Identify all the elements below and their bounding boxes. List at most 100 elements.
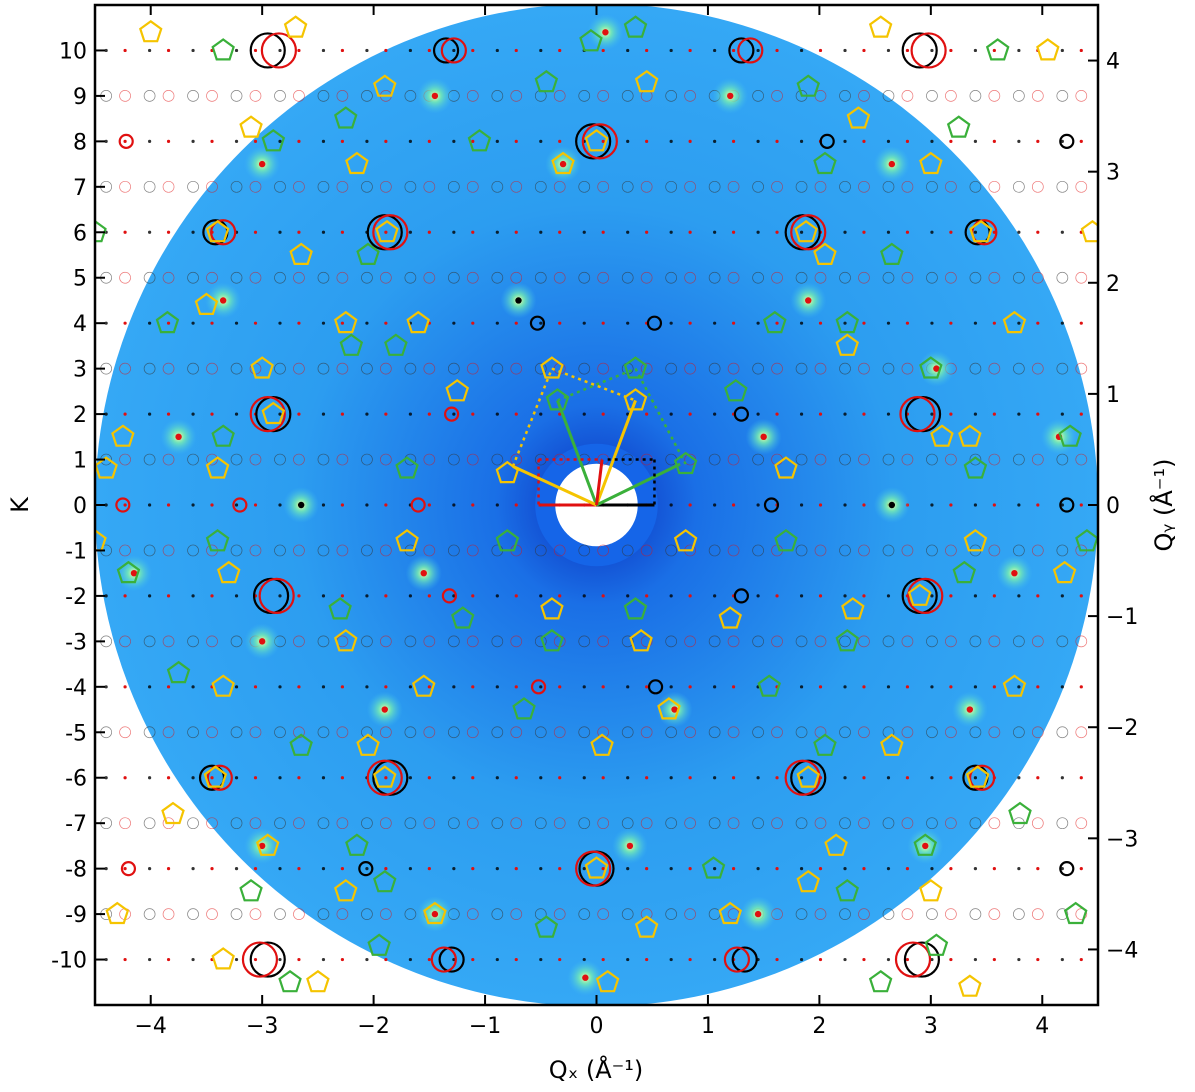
x-tick-label: −3 (246, 1014, 278, 1039)
pentagon-marker (919, 151, 943, 175)
lattice-row-mark (1075, 908, 1088, 920)
lattice-row-mark (317, 180, 330, 193)
lattice-row-mark (384, 957, 388, 962)
lattice-row-mark (1036, 776, 1040, 780)
pentagon-marker (445, 379, 469, 402)
lattice-row-mark (206, 180, 218, 193)
lattice-row-mark (597, 544, 610, 557)
lattice-row-mark (384, 412, 388, 416)
lattice-row-mark (234, 48, 239, 53)
lattice-row-mark (510, 180, 523, 193)
lattice-row-mark (775, 412, 779, 416)
lattice-row-mark (669, 685, 673, 689)
lattice-row-mark (775, 957, 779, 962)
lattice-row-mark (553, 817, 566, 830)
lattice-row-mark (297, 139, 301, 143)
x-axis-title: Qₓ (Å⁻¹) (549, 1055, 644, 1084)
lattice-row-mark (191, 685, 195, 689)
lattice-row-mark (688, 594, 692, 598)
pentagon-marker (868, 15, 893, 38)
lattice-row-mark (926, 908, 938, 920)
lattice-row-mark (601, 776, 605, 780)
lattice-row-mark (839, 817, 851, 830)
construction-line (551, 367, 636, 402)
lattice-row-mark (166, 594, 171, 598)
lattice-row-mark (361, 180, 373, 193)
lattice-row-mark (645, 594, 649, 598)
lattice-row-mark (901, 726, 914, 739)
lattice-row-mark (949, 503, 953, 507)
lattice-row-mark (471, 139, 475, 143)
diffraction-spot (933, 365, 940, 372)
lattice-row-mark (1079, 776, 1083, 780)
lattice-row-mark (361, 635, 373, 648)
qy-axis-ticks: 4 3 2 1 0 −1 −2 −3 −4 (1088, 50, 1138, 963)
lattice-row-mark (814, 544, 827, 557)
lattice-row-mark (162, 362, 175, 375)
lattice-row-mark (143, 726, 156, 739)
lattice-row-mark (886, 776, 891, 780)
lattice-row-mark (731, 685, 736, 689)
lattice-row-mark (495, 776, 499, 780)
lattice-row-mark (949, 957, 953, 962)
lattice-row-mark (992, 139, 996, 143)
lattice-row-mark (1056, 544, 1069, 557)
lattice-row-mark (162, 453, 175, 466)
pentagon-marker (835, 629, 859, 652)
lattice-row-mark (206, 453, 218, 466)
lattice-row-mark (973, 139, 978, 143)
lattice-row-mark (534, 635, 547, 648)
lattice-row-mark (731, 139, 736, 143)
lattice-row-mark (949, 867, 953, 871)
lattice-row-mark (1056, 817, 1069, 830)
lattice-circle (530, 679, 547, 695)
lattice-row-mark (665, 635, 678, 648)
lattice-row-mark (427, 139, 431, 143)
lattice-row-mark (756, 230, 760, 234)
qy-tick-label: 2 (1106, 272, 1120, 297)
lattice-row-mark (640, 726, 653, 739)
lattice-row-mark (534, 180, 547, 193)
k-tick-label: 5 (73, 267, 87, 292)
lattice-row-mark (514, 776, 518, 780)
pentagon-marker (1052, 560, 1077, 584)
diffraction-spot (297, 501, 305, 509)
lattice-row-mark (340, 321, 345, 325)
lattice-row-mark (534, 362, 547, 375)
pentagon-marker (774, 456, 798, 479)
lattice-row-mark (336, 817, 349, 830)
lattice-row-mark (839, 544, 851, 557)
lattice-row-mark (452, 139, 456, 143)
lattice-row-mark (1031, 90, 1044, 102)
pentagon-marker (880, 733, 904, 756)
lattice-row-mark (495, 139, 499, 143)
lattice-row-mark (148, 321, 152, 325)
lattice-circle (249, 941, 286, 978)
lattice-row-mark (775, 321, 779, 325)
lattice-row-mark (249, 90, 262, 102)
pentagon-marker (95, 456, 118, 479)
lattice-row-mark (578, 908, 591, 920)
lattice-row-mark (713, 503, 717, 507)
lattice-row-mark (973, 412, 978, 416)
lattice-row-mark (882, 90, 895, 102)
pentagon-marker (375, 219, 399, 243)
lattice-row-mark (143, 635, 156, 648)
lattice-row-mark (882, 362, 895, 375)
pentagon-marker (161, 801, 185, 825)
pentagon-marker (946, 115, 971, 138)
lattice-row-mark (688, 867, 692, 871)
lattice-row-mark (234, 321, 239, 325)
lattice-row-mark (539, 594, 543, 598)
lattice-row-mark (626, 867, 630, 871)
lattice-row-mark (973, 867, 978, 871)
lattice-row-mark (539, 48, 543, 53)
lattice-row-mark (901, 90, 914, 102)
lattice-row-mark (365, 957, 369, 962)
pentagon-marker (334, 879, 358, 902)
lattice-row-mark (814, 817, 827, 830)
lattice-row-mark (274, 271, 286, 284)
diffraction-spot (431, 910, 439, 918)
lattice-row-mark (293, 180, 305, 193)
